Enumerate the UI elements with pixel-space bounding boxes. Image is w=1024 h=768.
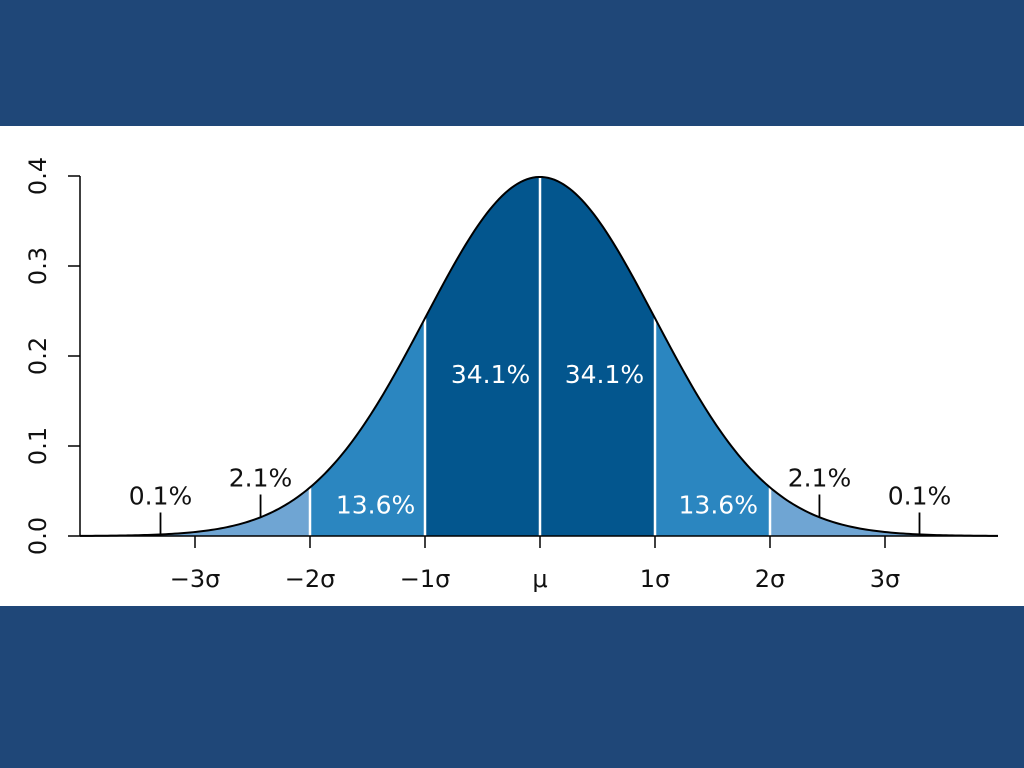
sigma-dividers <box>308 176 772 536</box>
x-tick-label: 3σ <box>870 565 900 593</box>
x-tick-label: μ <box>532 565 547 593</box>
density-curve <box>79 175 999 537</box>
axes: −3σ −2σ −1σ μ 1σ 2σ 3σ 0.0 0.1 0.2 0.3 0.4 <box>24 157 998 593</box>
region-3 <box>425 176 540 536</box>
y-tick-label: 0.3 <box>24 247 52 285</box>
percent-label-34-right: 34.1% <box>565 360 644 389</box>
region-1 <box>195 487 310 536</box>
y-tick-label: 0.0 <box>24 517 52 555</box>
x-tick-label: −3σ <box>170 565 221 593</box>
percent-label-2-left: 2.1% <box>229 464 293 493</box>
percent-label-0-left: 0.1% <box>129 482 193 511</box>
percent-label-0-right: 0.1% <box>888 482 952 511</box>
x-tick-label: 2σ <box>755 565 785 593</box>
y-tick-label: 0.2 <box>24 337 52 375</box>
y-tick-label: 0.4 <box>24 157 52 195</box>
y-tick-label: 0.1 <box>24 427 52 465</box>
normal-distribution-chart: −3σ −2σ −1σ μ 1σ 2σ 3σ 0.0 0.1 0.2 0.3 0.4 34.1% 34.… <box>0 126 1024 606</box>
percent-labels: 34.1% 34.1% 13.6% 13.6% 2.1% 2.1% 0.1% 0.1% <box>129 360 952 535</box>
x-tick-label: −2σ <box>285 565 336 593</box>
bottom-banner <box>0 606 1024 768</box>
chart-svg: −3σ −2σ −1σ μ 1σ 2σ 3σ0.00.10.20.30.4 34.1% 34.… <box>24 157 999 593</box>
x-tick-label: −1σ <box>400 565 451 593</box>
percent-label-13-right: 13.6% <box>679 491 758 520</box>
region-6 <box>770 487 885 536</box>
x-tick-label: 1σ <box>640 565 670 593</box>
percent-label-13-left: 13.6% <box>336 491 415 520</box>
percent-label-34-left: 34.1% <box>451 360 530 389</box>
percent-label-2-right: 2.1% <box>788 464 852 493</box>
top-banner <box>0 0 1024 126</box>
region-4 <box>540 176 655 536</box>
